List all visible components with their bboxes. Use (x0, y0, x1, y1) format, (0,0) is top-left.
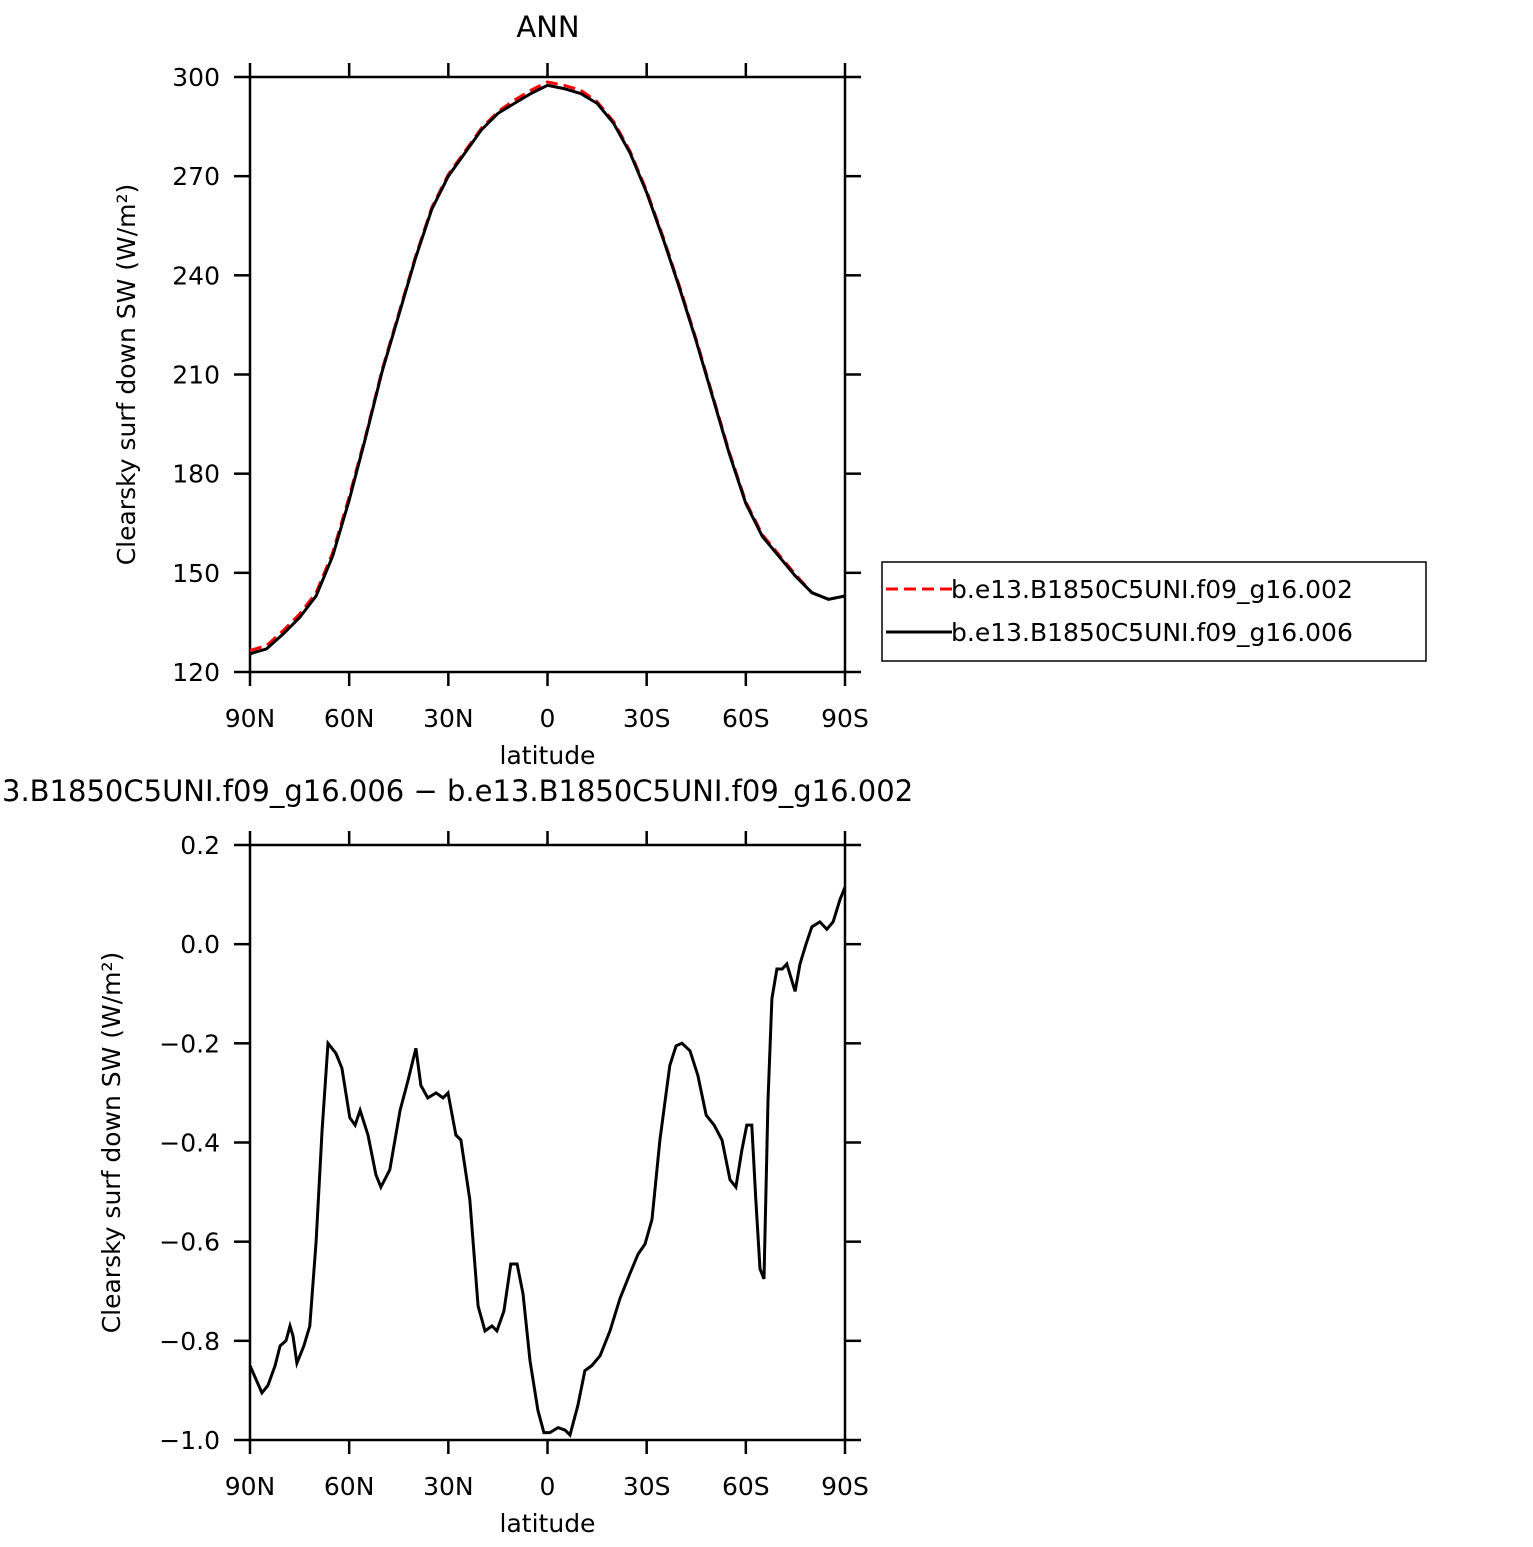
x-tick-label: 60N (324, 1472, 375, 1501)
y-tick-label: −0.8 (159, 1327, 220, 1356)
x-tick-label: 90N (225, 704, 276, 733)
x-tick-label: 30N (423, 1472, 474, 1501)
y-tick-label: 150 (172, 559, 220, 588)
x-tick-label: 60N (324, 704, 375, 733)
x-axis-label: latitude (500, 1509, 596, 1538)
data-line (248, 886, 847, 1438)
y-axis-label: Clearsky surf down SW (W/m²) (112, 184, 141, 566)
y-tick-label: −0.4 (159, 1129, 220, 1158)
data-line (249, 83, 846, 656)
legend-label: b.e13.B1850C5UNI.f09_g16.006 (951, 618, 1353, 647)
plot-frame (248, 75, 847, 674)
x-tick-label: 60S (722, 1472, 770, 1501)
x-tick-label: 90N (225, 1472, 276, 1501)
legend-label: b.e13.B1850C5UNI.f09_g16.002 (951, 575, 1353, 604)
y-axis-label: Clearsky surf down SW (W/m²) (97, 952, 126, 1334)
x-tick-label: 90S (821, 1472, 869, 1501)
chart-title: ANN (516, 10, 579, 44)
x-tick-label: 30S (623, 704, 671, 733)
y-tick-label: −1.0 (159, 1426, 220, 1455)
y-tick-label: 0.0 (180, 930, 220, 959)
data-line (249, 80, 846, 652)
y-tick-label: −0.6 (159, 1228, 220, 1257)
x-tick-label: 60S (722, 704, 770, 733)
y-tick-label: 300 (172, 63, 220, 92)
y-tick-label: 240 (172, 261, 220, 290)
plot-frame (248, 843, 847, 1442)
y-tick-label: 270 (172, 162, 220, 191)
y-tick-label: −0.2 (159, 1029, 220, 1058)
x-tick-label: 0 (540, 704, 556, 733)
y-tick-label: 120 (172, 658, 220, 687)
chart-title: 3.B1850C5UNI.f09_g16.006 − b.e13.B1850C5… (2, 774, 913, 808)
x-tick-label: 30N (423, 704, 474, 733)
y-tick-label: 180 (172, 460, 220, 489)
x-axis-label: latitude (500, 741, 596, 770)
x-tick-label: 0 (540, 1472, 556, 1501)
x-tick-label: 30S (623, 1472, 671, 1501)
legend-box (881, 561, 1427, 662)
y-tick-label: 0.2 (180, 831, 220, 860)
x-tick-label: 90S (821, 704, 869, 733)
y-tick-label: 210 (172, 361, 220, 390)
